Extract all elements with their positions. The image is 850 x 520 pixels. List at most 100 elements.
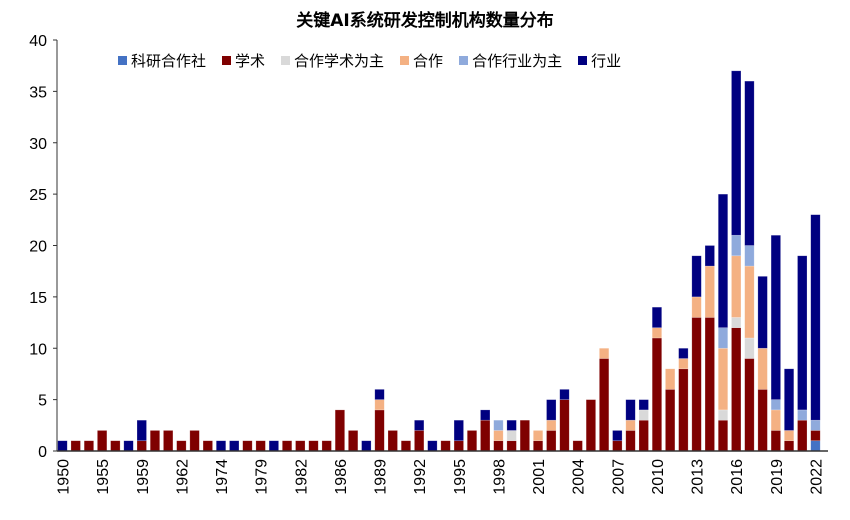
- bar-segment: [678, 347, 689, 359]
- legend-swatch: [281, 56, 291, 65]
- bar-segment: [625, 419, 636, 431]
- x-tick-label: 1995: [452, 459, 469, 495]
- legend-item: 合作: [400, 50, 443, 71]
- bar-segment: [546, 399, 557, 421]
- bar-segment: [466, 430, 478, 452]
- x-tick-label: 2004: [571, 459, 588, 495]
- bar-segment: [414, 419, 425, 431]
- bar-segment: [797, 409, 808, 421]
- bar-segment: [691, 296, 702, 318]
- bar-segment: [189, 430, 200, 452]
- bar-segment: [585, 399, 596, 452]
- bar-segment: [651, 327, 663, 339]
- y-tick-label: 20: [29, 239, 47, 256]
- bar-segment: [612, 440, 623, 452]
- x-tick-label: 2013: [690, 459, 707, 495]
- y-tick-label: 25: [29, 187, 47, 204]
- legend-label: 合作: [413, 52, 444, 70]
- bar-segment: [440, 440, 451, 452]
- bar-segment: [493, 440, 504, 452]
- bar-segment: [506, 419, 517, 431]
- bar-segment: [731, 234, 742, 257]
- bar-segment: [612, 430, 623, 442]
- bar-segment: [83, 440, 94, 452]
- bar-segment: [387, 430, 398, 452]
- x-tick-label: 2007: [610, 459, 627, 495]
- bar-segment: [176, 440, 187, 452]
- bar-segment: [400, 440, 412, 452]
- legend-swatch: [459, 56, 469, 65]
- bar-segment: [665, 368, 676, 390]
- x-tick-label: 2016: [729, 459, 746, 495]
- bar-segment: [770, 234, 781, 400]
- bar-segment: [493, 419, 504, 431]
- bar-segment: [638, 409, 649, 421]
- bar-segment: [744, 80, 755, 246]
- legend-swatch: [400, 56, 410, 65]
- bar-segment: [506, 440, 517, 452]
- x-tick-label: 2001: [531, 459, 548, 495]
- x-tick-label: 1989: [373, 459, 390, 495]
- legend: 科研合作社 学术 合作学术为主 合作 合作行业为主 行业: [118, 50, 621, 71]
- bar-segment: [361, 440, 372, 452]
- bar-segment: [651, 306, 663, 328]
- bar-segment: [533, 430, 544, 442]
- bar-segment: [282, 440, 293, 452]
- bar-segment: [506, 430, 517, 442]
- legend-item: 学术: [222, 50, 265, 71]
- legend-item: 合作行业为主: [459, 50, 562, 71]
- bar-segment: [731, 327, 742, 452]
- bar-segment: [136, 440, 147, 452]
- y-tick-label: 10: [29, 341, 47, 358]
- x-tick-label: 1955: [95, 459, 112, 495]
- bar-segment: [493, 430, 504, 442]
- legend-item: 科研合作社: [118, 50, 206, 71]
- bar-segment: [783, 368, 795, 431]
- bar-segment: [783, 440, 795, 452]
- bar-segment: [348, 430, 359, 452]
- bar-segment: [678, 368, 689, 452]
- bar-segment: [770, 399, 781, 411]
- bar-segment: [70, 440, 81, 452]
- bar-segment: [334, 409, 345, 452]
- bar-segment: [215, 440, 227, 452]
- x-tick-label: 1974: [214, 459, 231, 495]
- bar-segment: [691, 317, 702, 452]
- bar-segment: [810, 214, 821, 421]
- bar-segment: [717, 327, 729, 349]
- bar-segment: [599, 347, 610, 359]
- bar-segment: [123, 440, 134, 452]
- x-tick-label: 1962: [174, 459, 191, 495]
- legend-label: 行业: [591, 52, 622, 70]
- bar-segment: [255, 440, 266, 452]
- x-tick-label: 2010: [650, 459, 667, 495]
- bar-segment: [757, 389, 768, 452]
- bar-segment: [229, 440, 240, 452]
- legend-item: 合作学术为主: [281, 50, 384, 71]
- bar-segment: [678, 358, 689, 370]
- bar-segment: [599, 358, 610, 452]
- bar-segment: [744, 265, 755, 339]
- bar-segment: [717, 347, 729, 411]
- bar-segment: [717, 419, 729, 452]
- bar-segment: [731, 255, 742, 318]
- bar-segment: [480, 419, 491, 452]
- y-tick-label: 0: [38, 444, 47, 461]
- bar-segment: [202, 440, 213, 452]
- bar-segment: [374, 389, 385, 400]
- bar-segment: [546, 430, 557, 452]
- bar-segment: [704, 317, 715, 452]
- bar-segment: [744, 358, 755, 452]
- bar-segment: [797, 255, 808, 411]
- bar-segment: [427, 440, 438, 452]
- bar-segment: [717, 193, 729, 328]
- x-tick-label: 1986: [333, 459, 350, 495]
- bar-segment: [572, 440, 583, 452]
- y-tick-label: 15: [29, 290, 47, 307]
- bar-segment: [57, 440, 68, 452]
- legend-swatch: [578, 56, 588, 65]
- bar-segment: [533, 440, 544, 452]
- y-tick-label: 40: [29, 33, 47, 50]
- bar-segment: [453, 419, 464, 442]
